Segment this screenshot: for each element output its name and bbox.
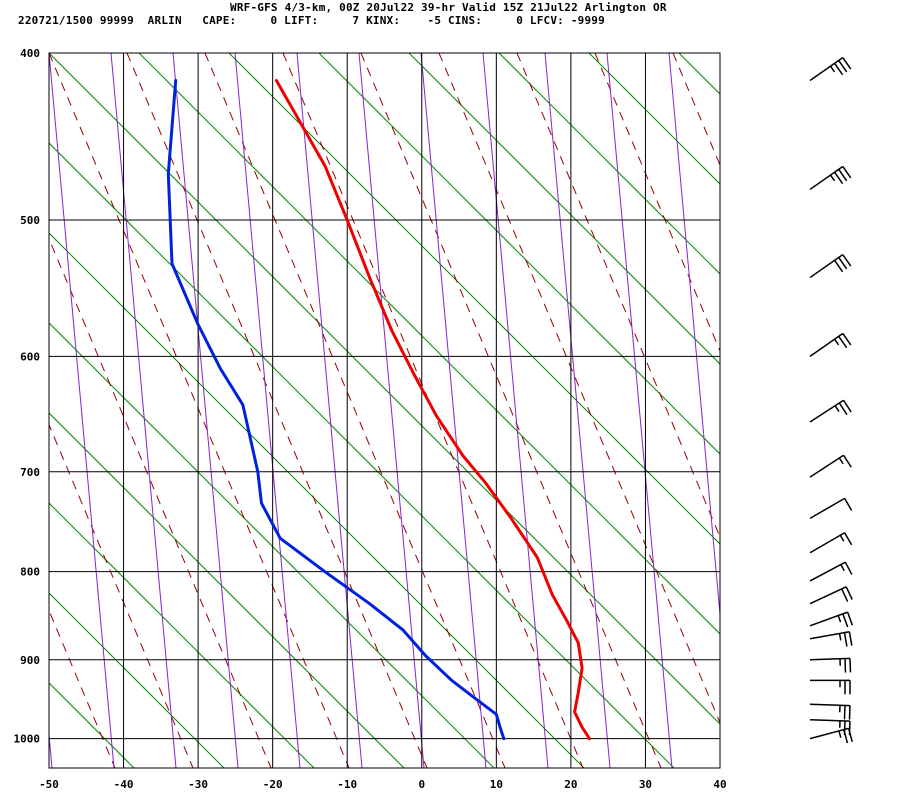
moist-adiabat-line (49, 53, 350, 768)
dry-adiabat-line (228, 53, 720, 545)
profile-lines (166, 79, 591, 741)
index-cape-label: CAPE: (202, 14, 237, 27)
pressure-tick-label: 900 (20, 654, 40, 667)
dry-adiabat-line (859, 53, 900, 773)
dry-adiabat-line (408, 53, 720, 365)
wind-barb (809, 532, 853, 554)
wind-barb (809, 454, 852, 478)
dry-adiabat-line (49, 502, 315, 768)
wind-barb (809, 657, 852, 673)
pressure-tick-label: 600 (20, 350, 40, 363)
index-kinx-label: KINX: (366, 14, 401, 27)
moist-adiabat-line (672, 53, 720, 167)
dry-adiabat-line (318, 53, 720, 455)
x-tick-label: 0 (418, 778, 425, 791)
wind-barb (809, 586, 853, 605)
mixing-ratio-line (110, 53, 177, 768)
mixing-ratio-line (793, 53, 858, 768)
wind-barb (809, 727, 853, 744)
moist-adiabat-line (360, 53, 662, 768)
x-tick-label: -10 (337, 778, 357, 791)
pressure-tick-label: 500 (20, 214, 40, 227)
x-tick-label: 30 (639, 778, 652, 791)
mixing-ratio-line (358, 53, 425, 768)
wind-barb (809, 254, 852, 279)
chart-title: WRF-GFS 4/3-km, 00Z 20Jul22 39-hr Valid … (230, 1, 667, 14)
mixing-ratio-line (234, 53, 301, 768)
dry-adiabat-line (498, 53, 720, 275)
moist-adiabat-line (49, 423, 194, 768)
pressure-tick-label: 700 (20, 466, 40, 479)
pressure-tick-label: 800 (20, 566, 40, 579)
wind-barb (809, 611, 854, 628)
wind-barb (809, 165, 852, 191)
index-lift-value: 7 (352, 14, 360, 27)
wind-barb (809, 703, 851, 720)
temperature-profile-line (274, 79, 591, 741)
plot-frame (48, 52, 721, 769)
dry-adiabat-line (138, 53, 720, 635)
mixing-ratio-line (420, 53, 487, 768)
station-name: ARLIN (147, 14, 182, 27)
wind-barb (810, 679, 851, 695)
mixing-ratio-line (544, 53, 611, 768)
dry-adiabat-line (49, 142, 675, 768)
x-tick-label: -20 (263, 778, 283, 791)
mixing-ratio-line (296, 53, 363, 768)
pressure-tick-label: 400 (20, 47, 40, 60)
mixing-ratio-line (668, 53, 720, 620)
index-lfcv-label: LFCV: (529, 14, 565, 27)
index-cape-value: 0 (270, 14, 278, 27)
dry-adiabat-line (49, 53, 720, 725)
dry-adiabat-line (49, 412, 405, 768)
index-cins-value: 0 (516, 14, 524, 27)
index-lift-label: LIFT: (284, 14, 319, 27)
moist-adiabat-line (49, 609, 116, 768)
dry-adiabat-line (588, 53, 720, 185)
index-kinx-value: -5 (427, 14, 442, 27)
dry-adiabat-line (49, 592, 225, 768)
mixing-ratio-line (49, 53, 115, 768)
x-tick-label: 20 (564, 778, 577, 791)
pressure-tick-label: 1000 (14, 733, 41, 746)
moist-adiabat-line (438, 53, 720, 725)
dewpoint-profile-line (166, 79, 506, 741)
wind-barb (809, 497, 853, 520)
wind-barb (809, 399, 852, 423)
station-indices-line: 220721/1500 99999 ARLIN CAPE: 0 LIFT: 7 … (18, 14, 605, 27)
dry-adiabat-line (769, 53, 900, 773)
dry-adiabat-line (49, 232, 585, 768)
mixing-ratio-line (482, 53, 549, 768)
wind-barb (809, 56, 852, 82)
dry-adiabat-line (49, 322, 495, 768)
wind-barbs (809, 56, 854, 744)
index-cins-label: CINS: (447, 14, 483, 27)
x-tick-label: 10 (490, 778, 503, 791)
moist-adiabat-line (126, 53, 428, 768)
moist-adiabat-line (204, 53, 506, 768)
x-tick-label: -30 (188, 778, 208, 791)
wind-barb (809, 332, 852, 358)
moist-adiabat-line (751, 53, 900, 768)
grid-lines (48, 52, 721, 769)
moist-adiabat-line (49, 237, 272, 768)
background-lines (49, 53, 900, 773)
index-lfcv-value: -9999 (570, 14, 605, 27)
x-tick-label: -50 (39, 778, 59, 791)
station-id: 99999 (99, 14, 135, 27)
x-tick-label: -40 (114, 778, 134, 791)
moist-adiabat-line (516, 53, 720, 539)
axis-labels: -50 -40 -30 -20 -10 0 10 20 30 40 400 500 600 700 800 9… (14, 47, 727, 791)
dry-adiabat-line (678, 53, 720, 95)
mixing-ratio-line (172, 53, 239, 768)
wind-barb (809, 561, 853, 582)
station-time: 220721/1500 (18, 14, 94, 27)
mixing-ratio-line (731, 53, 796, 768)
x-tick-label: 40 (713, 778, 726, 791)
wind-barb (809, 631, 853, 647)
mixing-ratio-line (606, 53, 673, 768)
